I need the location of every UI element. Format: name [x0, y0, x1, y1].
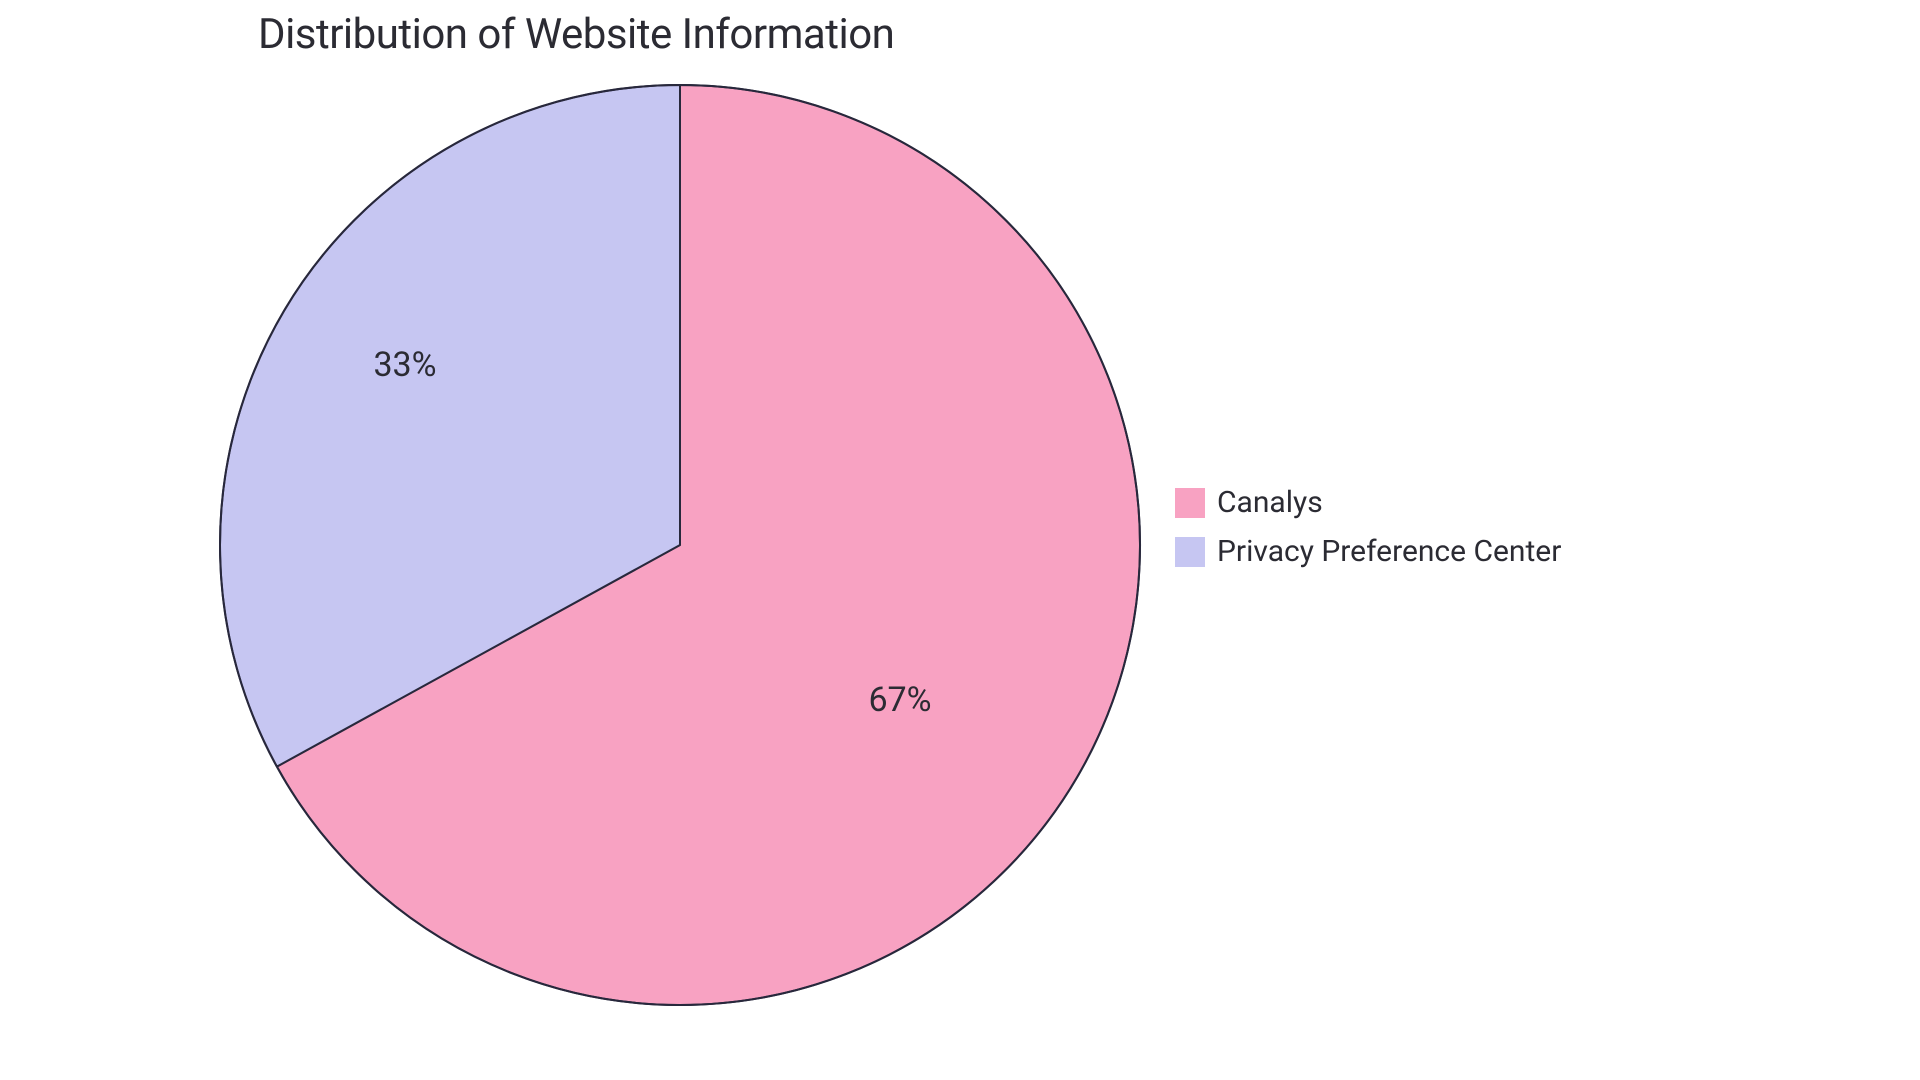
- legend-item: Privacy Preference Center: [1175, 534, 1561, 569]
- legend-label: Privacy Preference Center: [1217, 534, 1561, 569]
- pie-chart: [218, 83, 1142, 1007]
- chart-stage: Distribution of Website Information 67% 3…: [0, 0, 1920, 1080]
- slice-label: 67%: [868, 680, 931, 720]
- chart-title: Distribution of Website Information: [258, 10, 894, 59]
- legend-item: Canalys: [1175, 485, 1561, 520]
- pie-svg: [218, 83, 1142, 1007]
- legend-swatch: [1175, 488, 1205, 518]
- legend: Canalys Privacy Preference Center: [1175, 485, 1561, 583]
- legend-swatch: [1175, 537, 1205, 567]
- slice-label: 33%: [373, 345, 436, 385]
- legend-label: Canalys: [1217, 485, 1323, 520]
